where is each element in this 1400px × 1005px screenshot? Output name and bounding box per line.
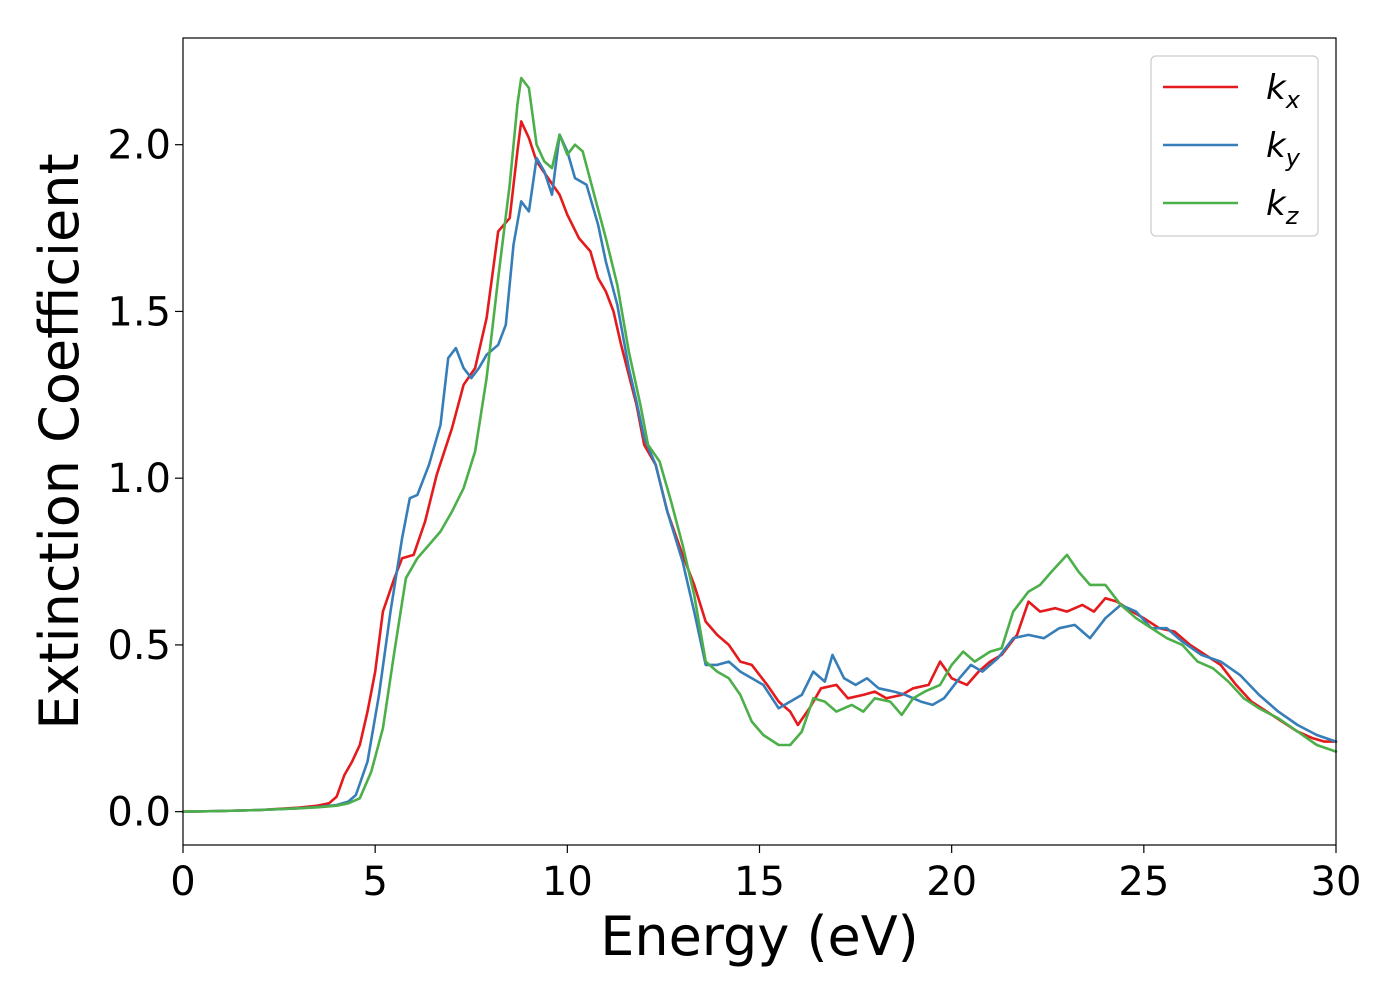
- legend-label-kz: kz: [1266, 184, 1300, 230]
- x-tick-label: 5: [362, 859, 387, 905]
- y-axis-label: Extinction Coefficient: [28, 153, 91, 729]
- x-tick-label: 20: [926, 859, 977, 905]
- y-tick-label: 0.0: [107, 790, 171, 836]
- x-axis-ticks: 0 5 10 15 20 25 30: [170, 845, 1361, 905]
- plot-lines: [181, 76, 1338, 813]
- x-axis-label: Energy (eV): [600, 905, 919, 968]
- legend-label-ky: ky: [1266, 126, 1301, 172]
- legend-label-subscript: y: [1285, 144, 1301, 172]
- series-line-kx: [181, 120, 1338, 813]
- legend-label-base: k: [1266, 184, 1287, 224]
- x-tick-label: 30: [1311, 859, 1362, 905]
- series-line-ky: [181, 133, 1338, 813]
- x-tick-label: 25: [1118, 859, 1169, 905]
- series-line-kz: [181, 76, 1338, 813]
- legend-label-base: k: [1266, 126, 1287, 166]
- y-tick-label: 0.5: [107, 623, 171, 669]
- legend-label-base: k: [1266, 68, 1287, 108]
- x-tick-label: 15: [734, 859, 785, 905]
- legend-label-subscript: x: [1285, 86, 1301, 114]
- y-tick-label: 1.5: [107, 289, 171, 335]
- y-axis-ticks: 0.0 0.5 1.0 1.5 2.0: [107, 123, 183, 836]
- legend-label-kx: kx: [1266, 68, 1301, 114]
- x-tick-label: 0: [170, 859, 195, 905]
- x-tick-label: 10: [542, 859, 593, 905]
- legend-label-subscript: z: [1285, 202, 1300, 230]
- y-tick-label: 1.0: [107, 456, 171, 502]
- y-tick-label: 2.0: [107, 123, 171, 169]
